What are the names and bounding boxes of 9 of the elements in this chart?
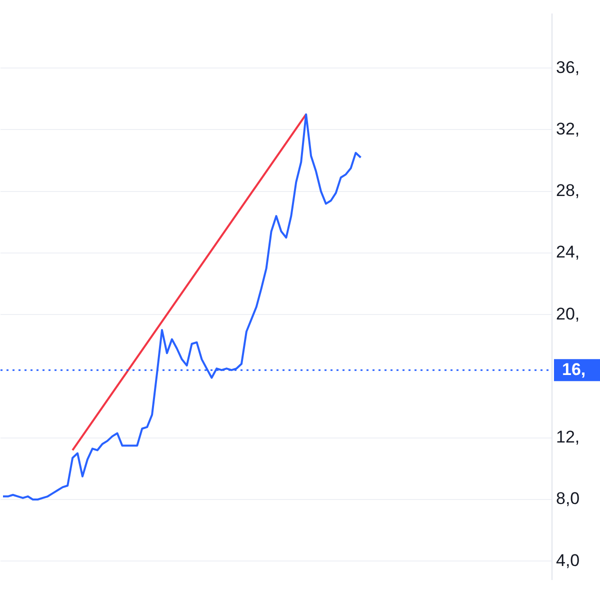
y-tick-label: 8,0 [556, 489, 580, 508]
y-tick-label: 28, [556, 181, 580, 200]
y-tick-label: 32, [556, 119, 580, 138]
y-tick-label: 20, [556, 304, 580, 324]
y-tick-label: 12, [556, 428, 580, 447]
ref-line-label: 16, [562, 360, 586, 379]
y-tick-label: 36, [556, 58, 580, 77]
y-tick-label: 4,0 [556, 550, 580, 570]
y-tick-label: 24, [556, 242, 580, 262]
